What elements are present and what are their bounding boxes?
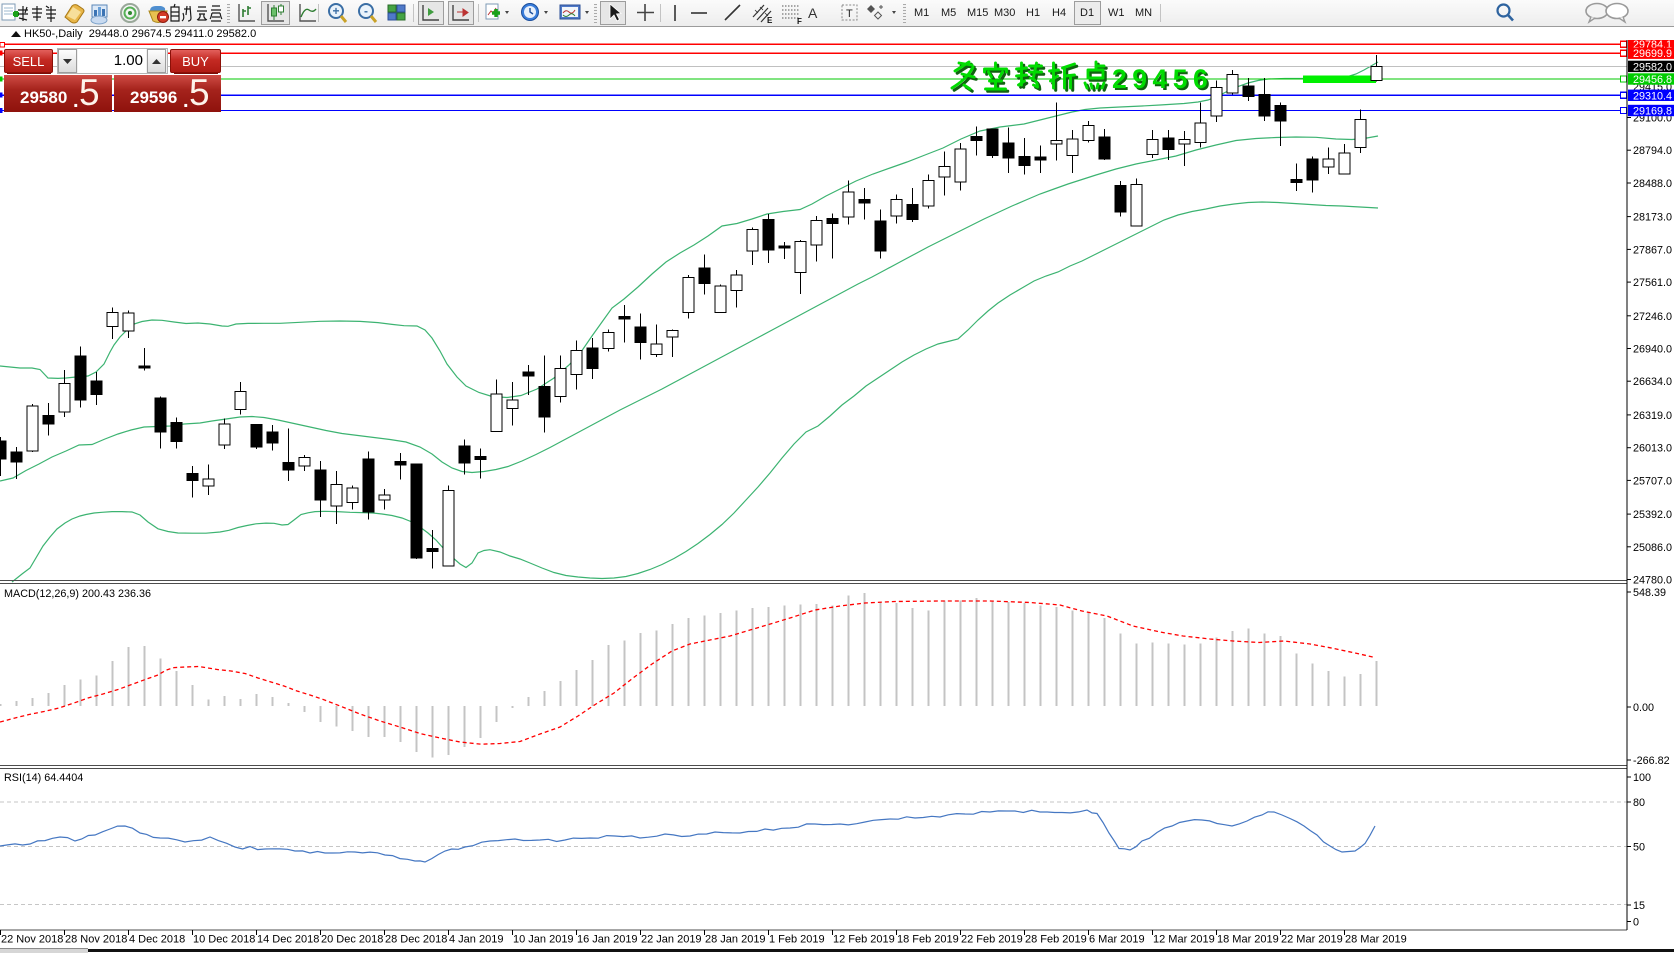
svg-text:18 Mar 2019: 18 Mar 2019 xyxy=(1217,934,1279,946)
svg-text:548.39: 548.39 xyxy=(1633,587,1666,599)
svg-text:1 Feb 2019: 1 Feb 2019 xyxy=(769,934,825,946)
svg-text:-: - xyxy=(364,4,368,18)
svg-text:20 Dec 2018: 20 Dec 2018 xyxy=(321,934,383,946)
svg-text:29169.8: 29169.8 xyxy=(1633,106,1672,118)
svg-text:6 Mar 2019: 6 Mar 2019 xyxy=(1089,934,1145,946)
svg-text:80: 80 xyxy=(1633,797,1645,809)
svg-text:29582.0: 29582.0 xyxy=(1633,61,1672,73)
svg-text:22 Feb 2019: 22 Feb 2019 xyxy=(961,934,1023,946)
svg-text:25392.0: 25392.0 xyxy=(1633,509,1672,521)
svg-text:27561.0: 27561.0 xyxy=(1633,277,1672,289)
svg-text:4 Dec 2018: 4 Dec 2018 xyxy=(129,934,185,946)
svg-text:RSI(14) 64.4404: RSI(14) 64.4404 xyxy=(4,772,83,784)
svg-text:16 Jan 2019: 16 Jan 2019 xyxy=(577,934,638,946)
svg-text:24780.0: 24780.0 xyxy=(1633,575,1672,587)
svg-text:22 Nov 2018: 22 Nov 2018 xyxy=(1,934,63,946)
svg-text:28 Mar 2019: 28 Mar 2019 xyxy=(1345,934,1407,946)
svg-text:26634.0: 26634.0 xyxy=(1633,376,1672,388)
svg-text:10 Jan 2019: 10 Jan 2019 xyxy=(513,934,574,946)
svg-text:26013.0: 26013.0 xyxy=(1633,443,1672,455)
svg-text:26319.0: 26319.0 xyxy=(1633,410,1672,422)
svg-text:+: + xyxy=(332,4,339,18)
svg-text:28 Jan 2019: 28 Jan 2019 xyxy=(705,934,766,946)
svg-text:28173.0: 28173.0 xyxy=(1633,212,1672,224)
svg-text:E: E xyxy=(767,16,773,25)
svg-text:29310.4: 29310.4 xyxy=(1633,90,1672,102)
svg-text:0: 0 xyxy=(1633,917,1639,929)
svg-text:50: 50 xyxy=(1633,842,1645,854)
svg-text:14 Dec 2018: 14 Dec 2018 xyxy=(257,934,319,946)
svg-text:10 Dec 2018: 10 Dec 2018 xyxy=(193,934,255,946)
svg-text:T: T xyxy=(846,8,853,20)
svg-text:27867.0: 27867.0 xyxy=(1633,244,1672,256)
svg-text:15: 15 xyxy=(1633,900,1645,912)
svg-text:12 Mar 2019: 12 Mar 2019 xyxy=(1153,934,1215,946)
svg-text:F: F xyxy=(797,17,802,26)
svg-text:29699.9: 29699.9 xyxy=(1633,48,1672,60)
svg-text:4 Jan 2019: 4 Jan 2019 xyxy=(449,934,503,946)
svg-text:28488.0: 28488.0 xyxy=(1633,178,1672,190)
svg-text:0.00: 0.00 xyxy=(1633,702,1654,714)
svg-text:12 Feb 2019: 12 Feb 2019 xyxy=(833,934,895,946)
svg-text:-266.82: -266.82 xyxy=(1633,755,1670,767)
svg-text:26940.0: 26940.0 xyxy=(1633,344,1672,356)
svg-text:28794.0: 28794.0 xyxy=(1633,145,1672,157)
svg-text:18 Feb 2019: 18 Feb 2019 xyxy=(897,934,959,946)
svg-text:28 Nov 2018: 28 Nov 2018 xyxy=(65,934,127,946)
svg-text:28 Dec 2018: 28 Dec 2018 xyxy=(385,934,447,946)
svg-text:MACD(12,26,9) 200.43 236.36: MACD(12,26,9) 200.43 236.36 xyxy=(4,588,151,600)
svg-text:25086.0: 25086.0 xyxy=(1633,542,1672,554)
svg-text:25707.0: 25707.0 xyxy=(1633,475,1672,487)
svg-text:22 Mar 2019: 22 Mar 2019 xyxy=(1281,934,1343,946)
svg-text:28 Feb 2019: 28 Feb 2019 xyxy=(1025,934,1087,946)
svg-text:29456.8: 29456.8 xyxy=(1633,74,1672,86)
svg-text:100: 100 xyxy=(1633,772,1651,784)
svg-text:22 Jan 2019: 22 Jan 2019 xyxy=(641,934,702,946)
svg-text:27246.0: 27246.0 xyxy=(1633,311,1672,323)
